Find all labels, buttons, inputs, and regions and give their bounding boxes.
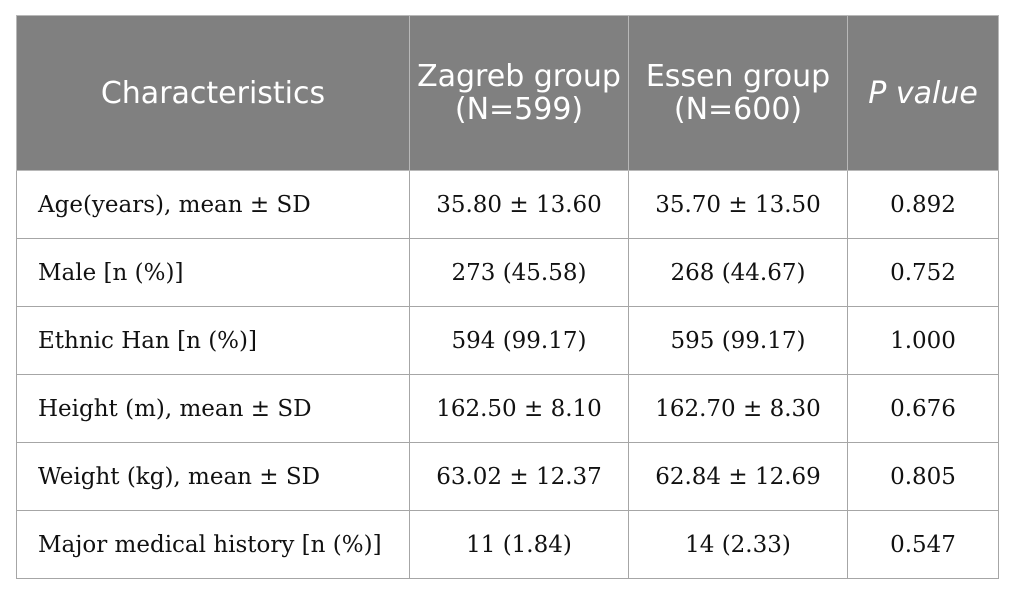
table-body: Age(years), mean ± SD 35.80 ± 13.60 35.7… xyxy=(16,170,999,579)
cell-essen: 35.70 ± 13.50 xyxy=(628,170,848,239)
table-row: Weight (kg), mean ± SD 63.02 ± 12.37 62.… xyxy=(16,442,999,511)
header-p-value: P value xyxy=(847,15,999,171)
cell-p-value: 0.892 xyxy=(847,170,999,239)
cell-essen: 14 (2.33) xyxy=(628,510,848,579)
characteristics-table: Characteristics Zagreb group (N=599) Ess… xyxy=(16,15,999,579)
cell-p-value: 1.000 xyxy=(847,306,999,375)
cell-characteristic: Male [n (%)] xyxy=(16,238,410,307)
table-row: Male [n (%)] 273 (45.58) 268 (44.67) 0.7… xyxy=(16,238,999,307)
header-row: Characteristics Zagreb group (N=599) Ess… xyxy=(16,15,999,171)
cell-zagreb: 162.50 ± 8.10 xyxy=(409,374,629,443)
cell-zagreb: 63.02 ± 12.37 xyxy=(409,442,629,511)
table-row: Height (m), mean ± SD 162.50 ± 8.10 162.… xyxy=(16,374,999,443)
cell-essen: 595 (99.17) xyxy=(628,306,848,375)
cell-zagreb: 35.80 ± 13.60 xyxy=(409,170,629,239)
cell-zagreb: 273 (45.58) xyxy=(409,238,629,307)
cell-characteristic: Major medical history [n (%)] xyxy=(16,510,410,579)
table-row: Age(years), mean ± SD 35.80 ± 13.60 35.7… xyxy=(16,170,999,239)
cell-characteristic: Ethnic Han [n (%)] xyxy=(16,306,410,375)
header-zagreb-group: Zagreb group (N=599) xyxy=(409,15,629,171)
cell-essen: 268 (44.67) xyxy=(628,238,848,307)
table-header: Characteristics Zagreb group (N=599) Ess… xyxy=(16,15,999,171)
cell-zagreb: 11 (1.84) xyxy=(409,510,629,579)
cell-characteristic: Height (m), mean ± SD xyxy=(16,374,410,443)
cell-p-value: 0.547 xyxy=(847,510,999,579)
cell-p-value: 0.805 xyxy=(847,442,999,511)
cell-essen: 62.84 ± 12.69 xyxy=(628,442,848,511)
cell-essen: 162.70 ± 8.30 xyxy=(628,374,848,443)
table-row: Major medical history [n (%)] 11 (1.84) … xyxy=(16,510,999,579)
header-essen-group: Essen group (N=600) xyxy=(628,15,848,171)
cell-p-value: 0.752 xyxy=(847,238,999,307)
cell-characteristic: Weight (kg), mean ± SD xyxy=(16,442,410,511)
header-characteristics: Characteristics xyxy=(16,15,410,171)
cell-characteristic: Age(years), mean ± SD xyxy=(16,170,410,239)
cell-p-value: 0.676 xyxy=(847,374,999,443)
table-row: Ethnic Han [n (%)] 594 (99.17) 595 (99.1… xyxy=(16,306,999,375)
cell-zagreb: 594 (99.17) xyxy=(409,306,629,375)
